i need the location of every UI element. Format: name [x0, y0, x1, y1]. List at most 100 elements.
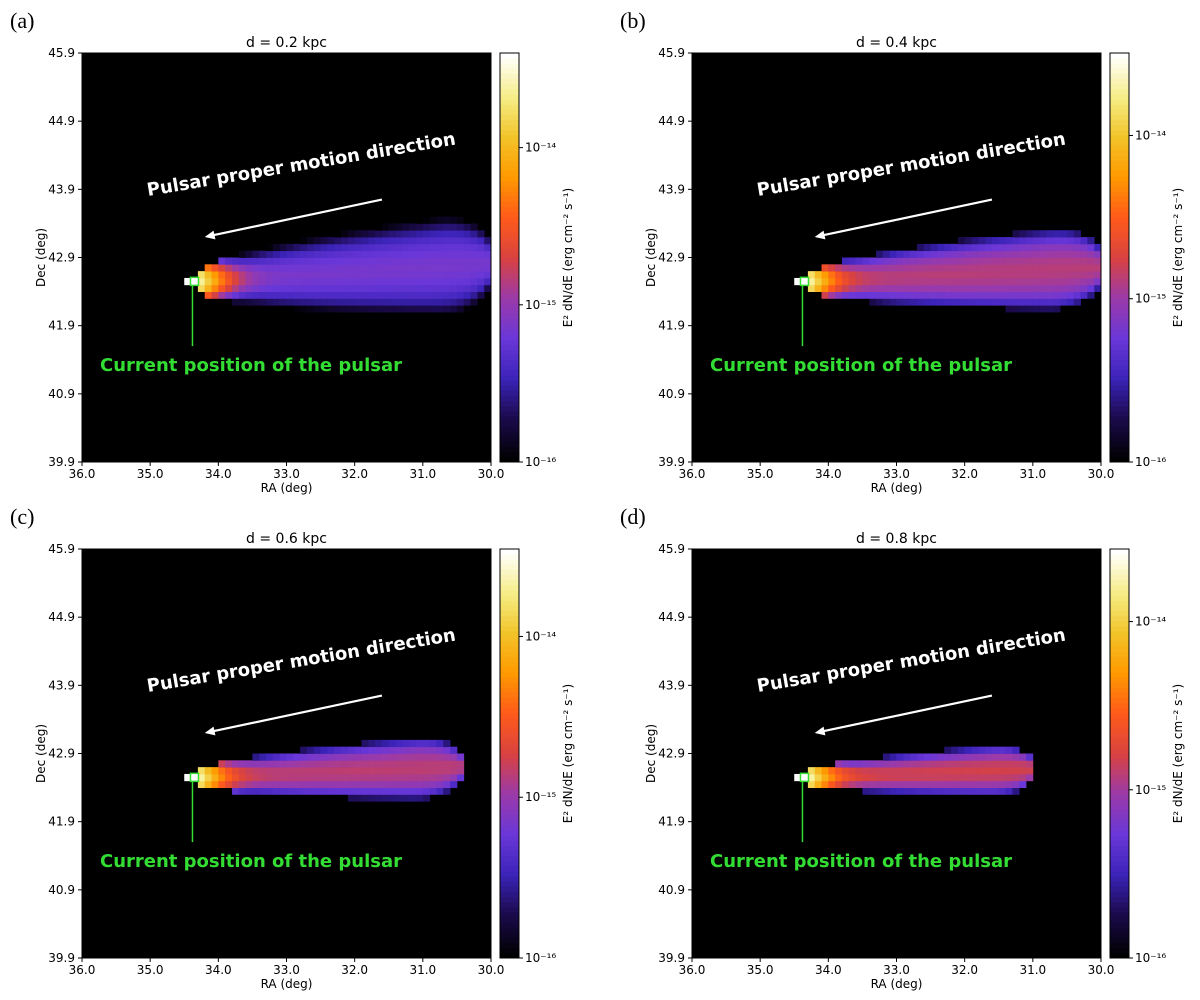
y-tick-label: 41.9	[658, 815, 685, 829]
panel-label: (d)	[620, 504, 646, 529]
colorbar-tick-label: 10⁻¹⁵	[525, 790, 556, 804]
y-tick-label: 42.9	[48, 251, 75, 265]
y-tick-label: 43.9	[658, 678, 685, 692]
pulsar-position-marker	[189, 772, 200, 783]
heatmap-cells	[184, 216, 492, 320]
x-tick-label: 32.0	[951, 467, 978, 481]
y-tick-label: 45.9	[48, 46, 75, 60]
x-tick-label: 35.0	[747, 963, 774, 977]
annotation-current-position: Current position of the pulsar	[100, 355, 402, 376]
colorbar-label: E² dN/dE (erg cm⁻² s⁻¹)	[1171, 684, 1185, 823]
x-axis-label: RA (deg)	[261, 977, 313, 991]
pulsar-position-marker	[799, 276, 810, 287]
colorbar-tick-label: 10⁻¹⁵	[1135, 292, 1166, 306]
colorbar: 10⁻¹⁶ 10⁻¹⁵ 10⁻¹⁴	[1109, 548, 1166, 965]
colorbar-label: E² dN/dE (erg cm⁻² s⁻¹)	[1171, 188, 1185, 327]
x-tick-label: 34.0	[815, 467, 842, 481]
panel-b: (b) 36.0 35.0 34.0 33.0 32.0 31.0 30.0 39.9 40.9…	[610, 0, 1200, 500]
x-tick-label: 34.0	[815, 963, 842, 977]
proper-motion-arrow	[204, 694, 383, 736]
proper-motion-arrow	[204, 198, 383, 240]
heatmap-cells	[184, 739, 465, 802]
y-tick-label: 40.9	[658, 387, 685, 401]
colorbar-tick-label: 10⁻¹⁵	[525, 298, 556, 312]
y-tick-label: 39.9	[658, 455, 685, 469]
colorbar-tick-label: 10⁻¹⁴	[525, 629, 556, 643]
colorbar-label: E² dN/dE (erg cm⁻² s⁻¹)	[561, 188, 575, 327]
x-tick-label: 30.0	[1088, 467, 1115, 481]
colorbar-tick-label: 10⁻¹⁴	[1135, 128, 1166, 142]
x-tick-label: 31.0	[1019, 467, 1046, 481]
x-tick-label: 36.0	[69, 467, 96, 481]
y-tick-label: 40.9	[658, 883, 685, 897]
y-tick-label: 39.9	[48, 951, 75, 965]
colorbar-tick-label: 10⁻¹⁶	[525, 951, 556, 965]
y-axis-label: Dec (deg)	[34, 228, 48, 287]
chart-title: d = 0.4 kpc	[856, 35, 937, 51]
y-tick-label: 45.9	[658, 46, 685, 60]
y-axis-label: Dec (deg)	[34, 724, 48, 783]
chart-title: d = 0.2 kpc	[246, 35, 327, 51]
x-axis-label: RA (deg)	[871, 977, 923, 991]
x-tick-label: 34.0	[205, 963, 232, 977]
colorbar-label: E² dN/dE (erg cm⁻² s⁻¹)	[561, 684, 575, 823]
y-tick-label: 44.9	[48, 610, 75, 624]
panel-d: (d) 36.0 35.0 34.0 33.0 32.0 31.0 30.0 39.9 40.9…	[610, 496, 1200, 996]
panel-label: (c)	[10, 504, 35, 529]
y-tick-label: 43.9	[48, 182, 75, 196]
x-tick-label: 35.0	[137, 467, 164, 481]
colorbar-tick-label: 10⁻¹⁶	[1135, 951, 1166, 965]
chart-title: d = 0.8 kpc	[856, 531, 937, 547]
x-tick-label: 34.0	[205, 467, 232, 481]
heatmap-cells	[794, 746, 1034, 795]
y-tick-label: 41.9	[658, 319, 685, 333]
y-tick-label: 42.9	[48, 747, 75, 761]
colorbar: 10⁻¹⁶ 10⁻¹⁵ 10⁻¹⁴	[499, 52, 556, 469]
y-tick-label: 45.9	[658, 542, 685, 556]
x-tick-label: 36.0	[69, 963, 96, 977]
panel-label: (b)	[620, 8, 646, 33]
y-tick-label: 44.9	[48, 114, 75, 128]
colorbar: 10⁻¹⁶ 10⁻¹⁵ 10⁻¹⁴	[499, 548, 556, 965]
y-tick-label: 42.9	[658, 747, 685, 761]
x-tick-label: 33.0	[273, 963, 300, 977]
colorbar-tick-label: 10⁻¹⁵	[1135, 783, 1166, 797]
x-tick-label: 33.0	[883, 467, 910, 481]
proper-motion-arrow	[814, 694, 993, 736]
x-tick-label: 31.0	[409, 467, 436, 481]
x-tick-label: 36.0	[679, 467, 706, 481]
pulsar-position-marker	[799, 772, 810, 783]
pulsar-position-marker	[189, 276, 200, 287]
y-tick-label: 40.9	[48, 883, 75, 897]
heatmap-chart: 36.0 35.0 34.0 33.0 32.0 31.0 30.0 39.9 40.9 41.9…	[34, 35, 575, 495]
colorbar-tick-label: 10⁻¹⁶	[1135, 455, 1166, 469]
y-tick-label: 39.9	[658, 951, 685, 965]
x-axis-label: RA (deg)	[871, 481, 923, 495]
colorbar-tick-label: 10⁻¹⁴	[525, 141, 556, 155]
x-tick-label: 30.0	[478, 467, 505, 481]
panel-label: (a)	[10, 8, 35, 33]
y-tick-label: 41.9	[48, 815, 75, 829]
x-tick-label: 32.0	[341, 963, 368, 977]
y-tick-label: 43.9	[658, 182, 685, 196]
y-tick-label: 44.9	[658, 114, 685, 128]
x-tick-label: 33.0	[273, 467, 300, 481]
panel-a: (a) 36.0 35.0 34.0 33.0 32.0 31.0 30.0 39.9 40.9…	[0, 0, 600, 500]
x-tick-label: 35.0	[747, 467, 774, 481]
annotation-current-position: Current position of the pulsar	[100, 851, 402, 872]
heatmap-chart: 36.0 35.0 34.0 33.0 32.0 31.0 30.0 39.9 40.9 41.9…	[644, 35, 1185, 495]
x-tick-label: 31.0	[409, 963, 436, 977]
chart-title: d = 0.6 kpc	[246, 531, 327, 547]
x-tick-label: 32.0	[951, 963, 978, 977]
y-tick-label: 42.9	[658, 251, 685, 265]
annotation-current-position: Current position of the pulsar	[710, 851, 1012, 872]
heatmap-cells	[794, 230, 1102, 313]
colorbar-tick-label: 10⁻¹⁶	[525, 455, 556, 469]
y-tick-label: 40.9	[48, 387, 75, 401]
y-tick-label: 41.9	[48, 319, 75, 333]
x-tick-label: 30.0	[478, 963, 505, 977]
x-tick-label: 35.0	[137, 963, 164, 977]
x-tick-label: 31.0	[1019, 963, 1046, 977]
x-tick-label: 30.0	[1088, 963, 1115, 977]
y-tick-label: 43.9	[48, 678, 75, 692]
